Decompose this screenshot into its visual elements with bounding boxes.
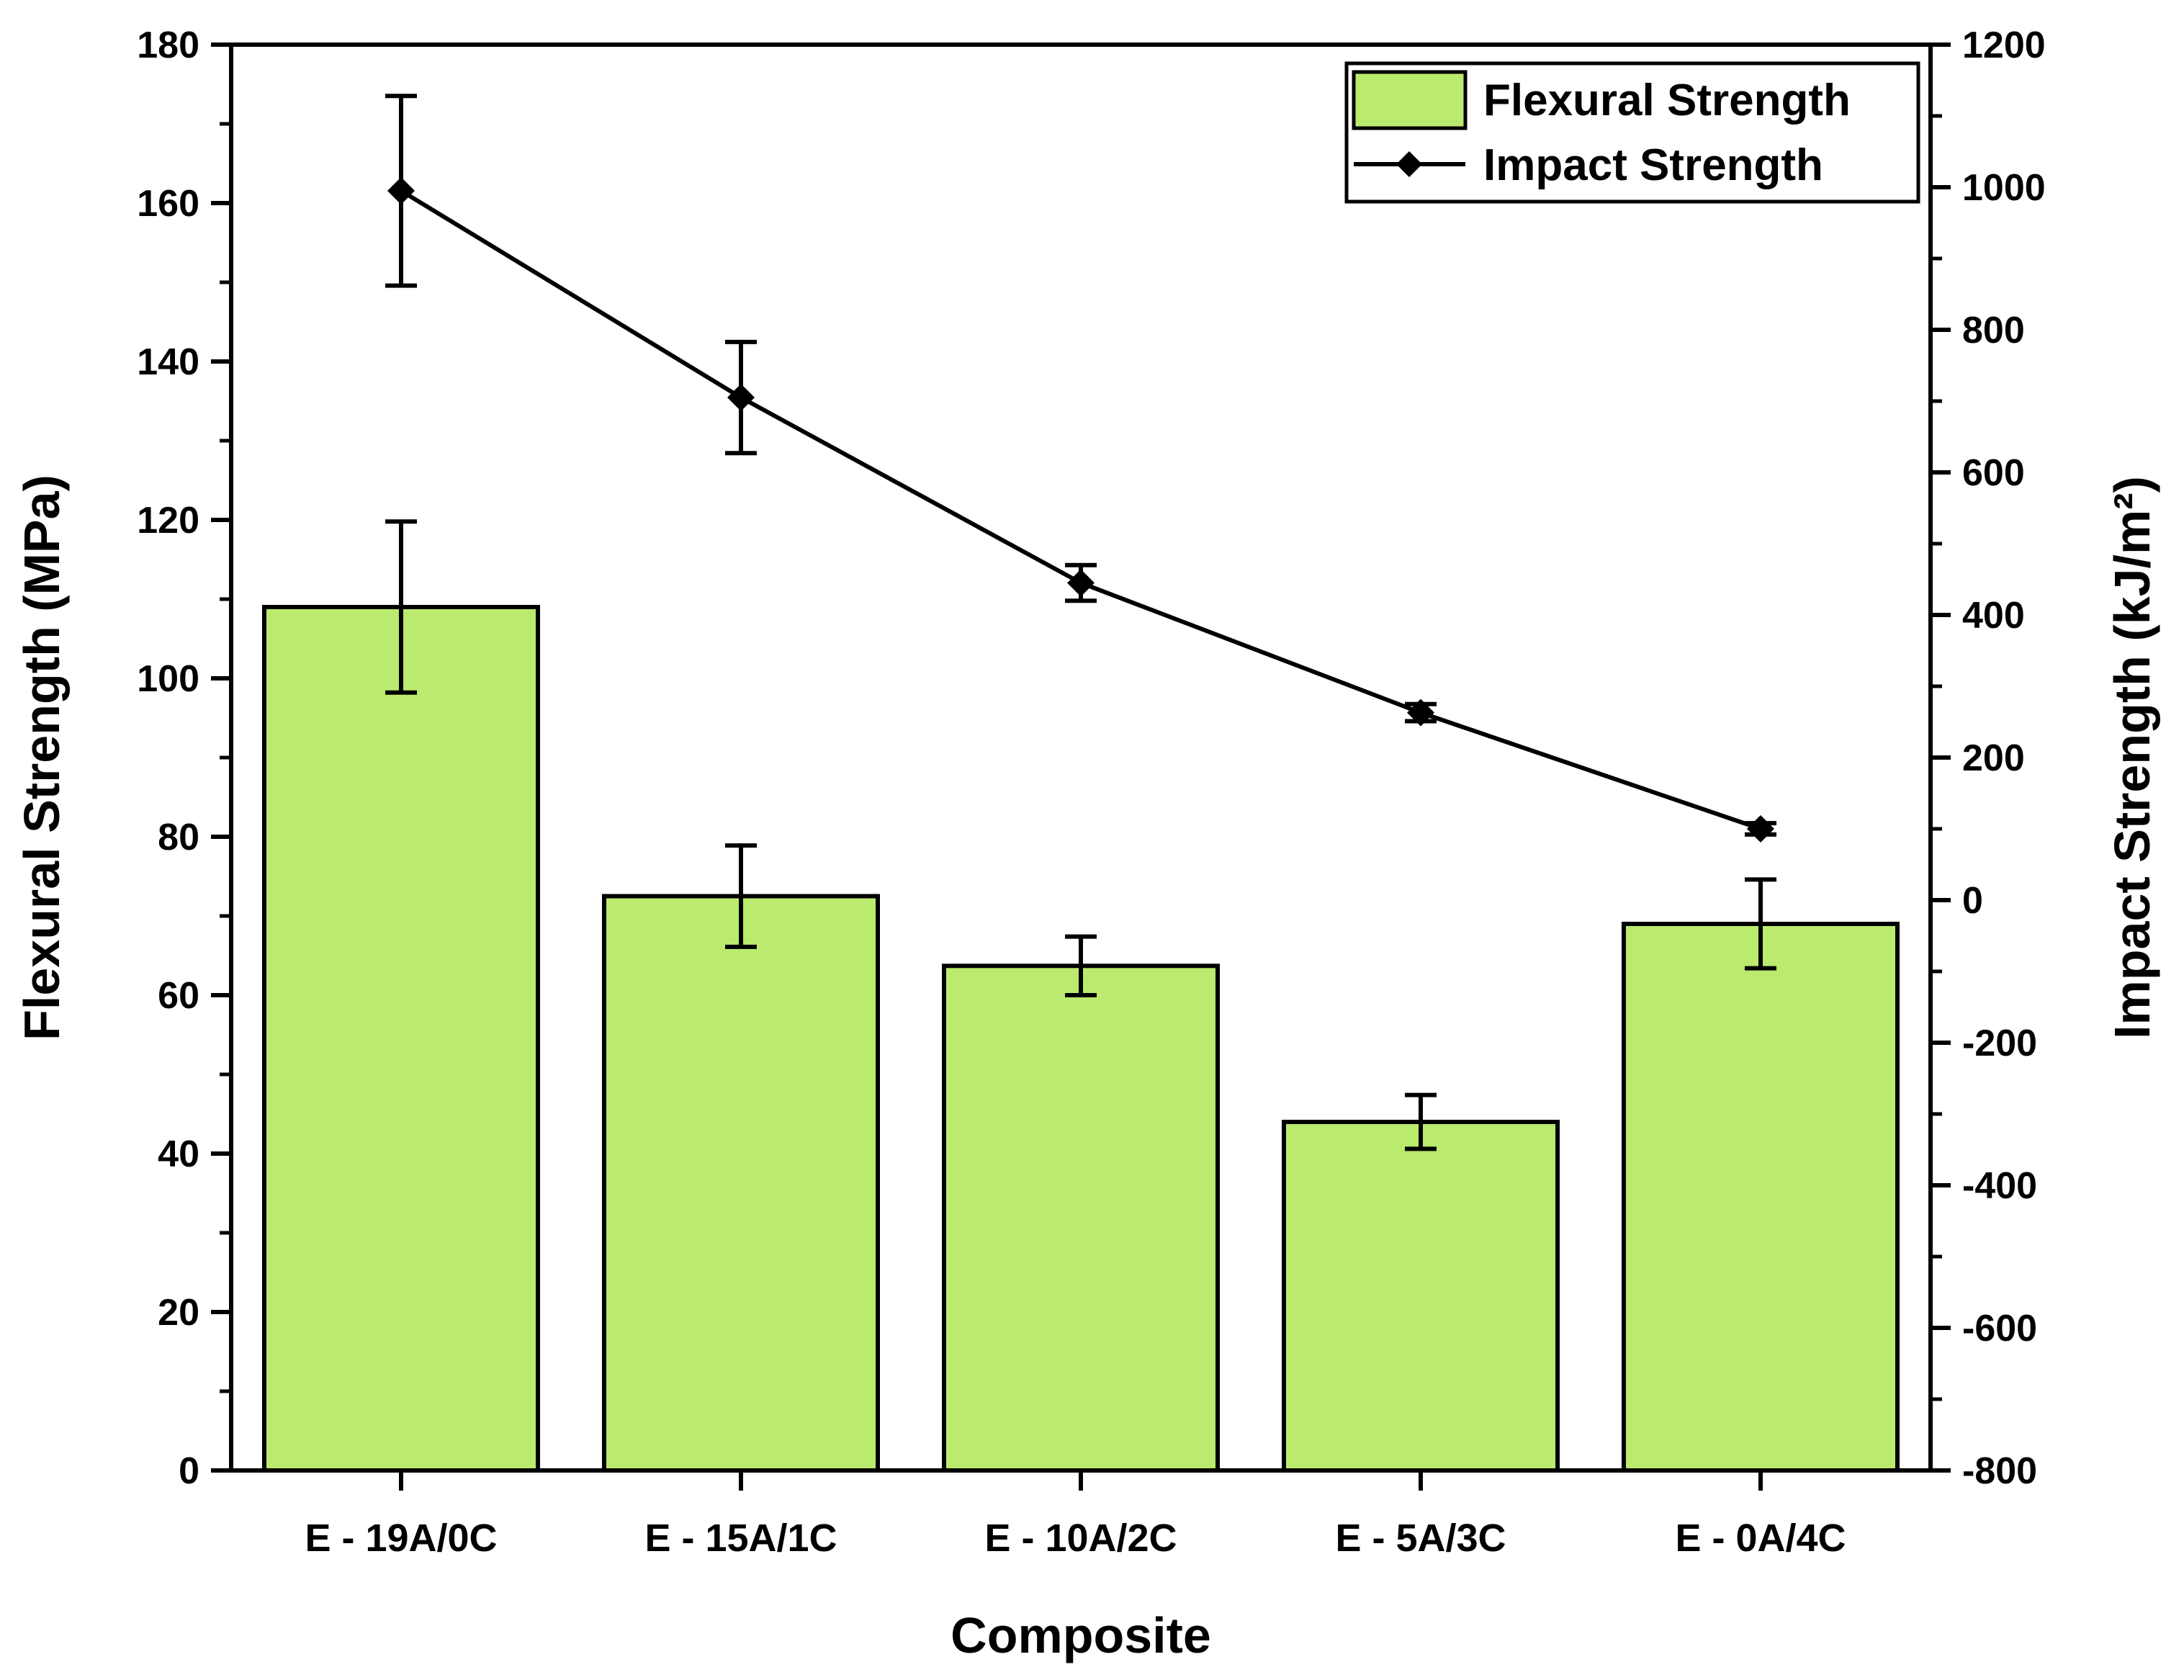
flexural-bar [1282,1120,1560,1473]
legend-marker-impact [1396,151,1422,177]
legend: Flexural Strength Impact Strength [1344,61,1920,204]
flexural-bar [262,605,540,1473]
x-category-label: E - 15A/1C [644,1517,837,1560]
right-tick-label: 200 [1962,737,2025,779]
impact-marker [1067,569,1095,597]
left-tick-label: 80 [158,817,199,858]
impact-line [385,94,1776,843]
legend-label-impact: Impact Strength [1483,140,1823,190]
left-tick-label: 20 [158,1292,199,1334]
left-tick-label: 160 [137,183,199,225]
left-axis: 0 20 40 60 80 100 120 140 160 180 [137,24,231,1492]
x-category-label: E - 19A/0C [305,1517,497,1560]
right-tick-label: 1200 [1962,24,2046,66]
right-tick-label: -800 [1962,1450,2037,1492]
right-tick-label: -400 [1962,1165,2037,1207]
right-tick-label: 1000 [1962,167,2046,209]
x-axis-title: Composite [951,1607,1211,1663]
right-axis: -800 -600 -400 -200 0 200 400 600 800 1000 1200 [1931,24,2046,1492]
impact-polyline [400,189,1761,831]
flexural-error-bars [385,519,1776,1151]
left-tick-label: 0 [179,1450,199,1492]
legend-swatch-flexural [1352,70,1468,130]
left-tick-label: 40 [158,1133,199,1175]
impact-marker [1407,698,1434,727]
flexural-bar [602,894,880,1473]
x-category-label: E - 5A/3C [1335,1517,1506,1560]
left-tick-label: 100 [137,658,199,700]
x-axis: E - 19A/0C E - 15A/1C E - 10A/2C E - 5A/3C E… [305,1470,1846,1560]
right-axis-title: Impact Strength (kJ/m²) [2104,476,2160,1039]
left-tick-label: 60 [158,975,199,1017]
right-tick-label: -200 [1962,1023,2037,1064]
flexural-bars [262,605,1900,1473]
right-tick-label: 400 [1962,595,2025,637]
impact-marker [727,384,755,412]
right-tick-label: -600 [1962,1308,2037,1349]
impact-marker [387,176,415,205]
left-tick-label: 120 [137,500,199,542]
right-tick-label: 800 [1962,310,2025,351]
left-axis-title: Flexural Strength (MPa) [14,475,70,1041]
left-tick-label: 140 [137,341,199,383]
right-tick-label: 600 [1962,452,2025,494]
flexural-bar [942,963,1220,1473]
right-tick-label: 0 [1962,880,1983,922]
x-category-label: E - 0A/4C [1675,1517,1846,1560]
flexural-bar [1622,922,1900,1473]
x-category-label: E - 10A/2C [984,1517,1177,1560]
impact-marker [1747,815,1774,843]
left-tick-label: 180 [137,24,199,66]
legend-label-flexural: Flexural Strength [1483,76,1851,125]
